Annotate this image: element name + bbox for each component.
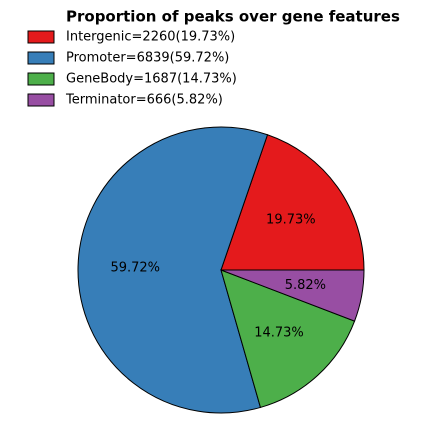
slice-label: 19.73% <box>266 213 316 228</box>
legend-swatch <box>27 30 55 44</box>
slice-label: 14.73% <box>254 326 304 341</box>
pie-slice <box>220 134 365 271</box>
legend-label: GeneBody=1687(14.73%) <box>66 72 237 87</box>
legend-swatch <box>27 72 55 86</box>
legend-swatch <box>27 93 55 107</box>
legend-label: Terminator=666(5.82%) <box>65 93 223 108</box>
pie-slice <box>77 126 269 414</box>
legend-swatch <box>27 51 55 65</box>
pie-slice <box>220 269 356 409</box>
pie-slice <box>220 269 365 322</box>
slice-label: 59.72% <box>110 260 160 275</box>
legend-label: Intergenic=2260(19.73%) <box>66 30 235 45</box>
chart-title: Proportion of peaks over gene features <box>66 8 400 26</box>
legend-label: Promoter=6839(59.72%) <box>66 51 229 66</box>
slice-label: 5.82% <box>285 278 326 293</box>
